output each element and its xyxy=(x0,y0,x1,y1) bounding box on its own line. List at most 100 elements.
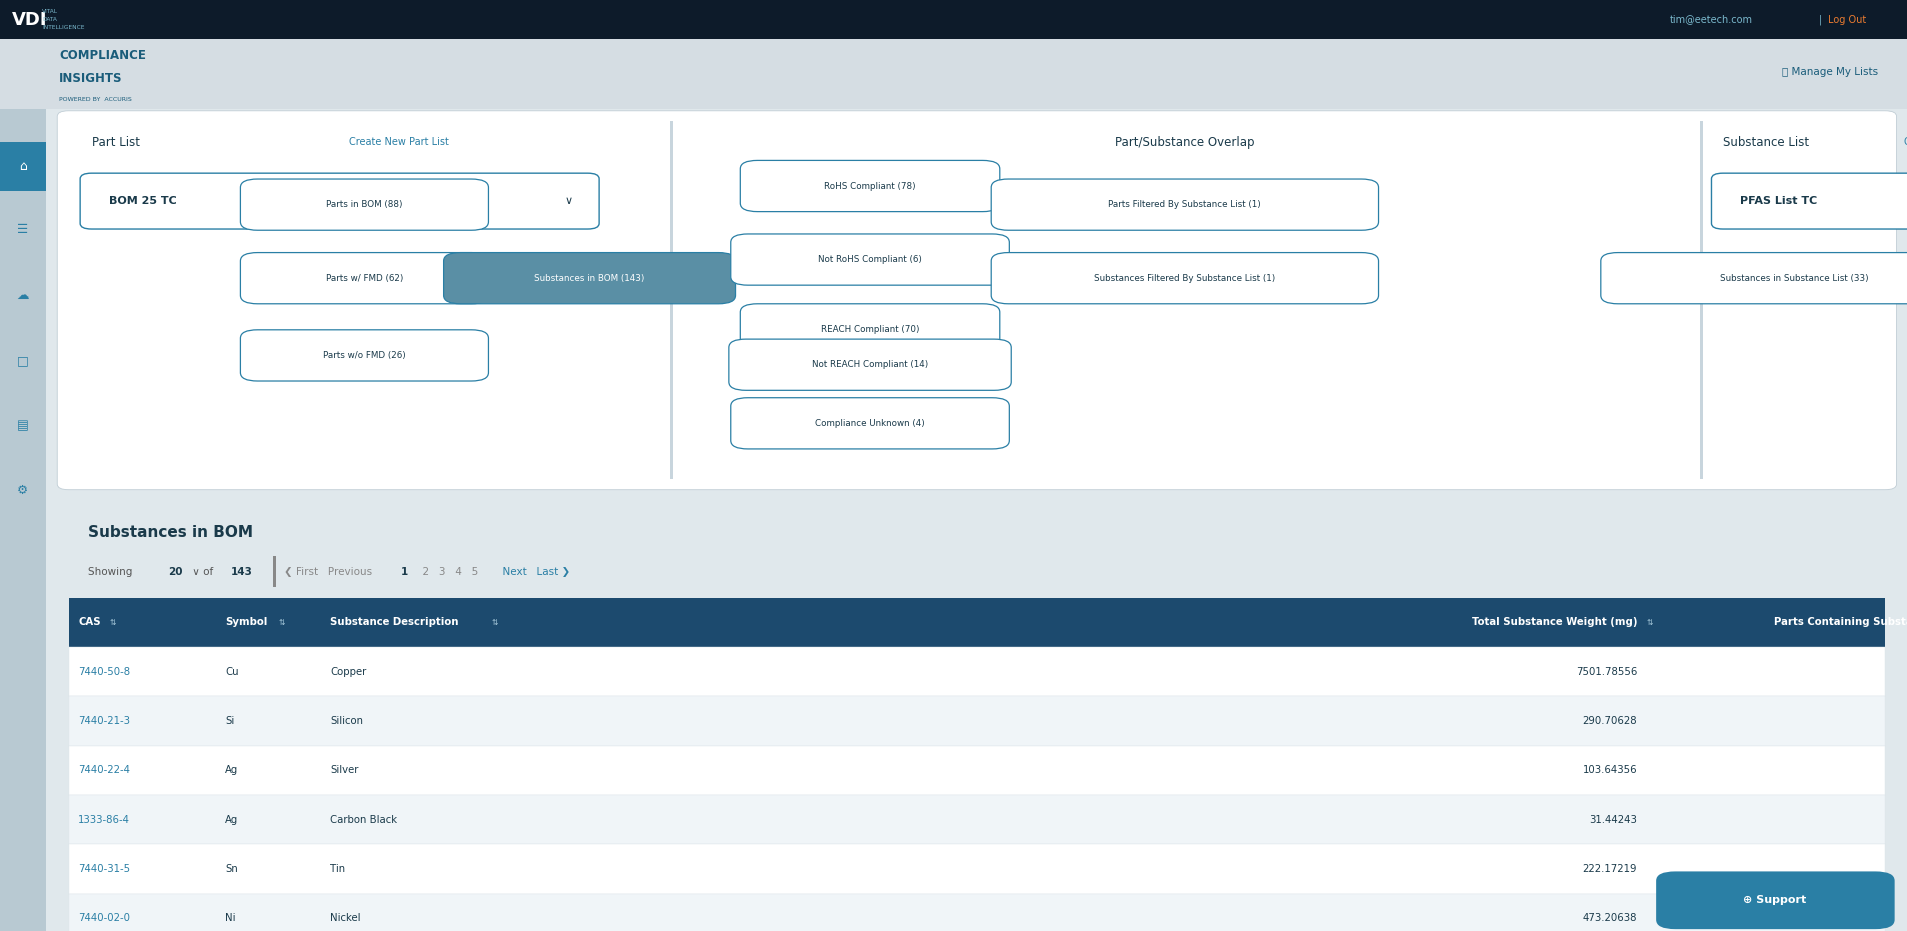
FancyBboxPatch shape xyxy=(740,160,999,211)
Text: COMPLIANCE: COMPLIANCE xyxy=(59,49,147,62)
Text: Copper: Copper xyxy=(330,667,366,677)
FancyBboxPatch shape xyxy=(1711,173,1907,229)
Text: ⌂: ⌂ xyxy=(19,160,27,173)
Text: Tin: Tin xyxy=(330,864,345,874)
Text: Si: Si xyxy=(225,716,235,726)
FancyBboxPatch shape xyxy=(992,252,1377,304)
FancyBboxPatch shape xyxy=(1655,871,1894,929)
Text: Ag: Ag xyxy=(225,765,238,776)
Text: Parts w/o FMD (26): Parts w/o FMD (26) xyxy=(322,351,406,360)
Text: Ag: Ag xyxy=(225,815,238,825)
Text: Cu: Cu xyxy=(225,667,238,677)
Text: ▤: ▤ xyxy=(17,419,29,432)
Text: Next   Last ❯: Next Last ❯ xyxy=(496,567,570,576)
Bar xyxy=(46,109,1907,931)
Text: Parts in BOM (88): Parts in BOM (88) xyxy=(326,200,402,209)
Bar xyxy=(69,647,1884,696)
Text: Silicon: Silicon xyxy=(330,716,362,726)
Text: Ni: Ni xyxy=(225,913,236,924)
Text: Sn: Sn xyxy=(225,864,238,874)
Text: 20: 20 xyxy=(168,567,183,576)
FancyBboxPatch shape xyxy=(240,330,488,381)
Text: RoHS Compliant (78): RoHS Compliant (78) xyxy=(824,182,915,191)
Bar xyxy=(669,121,671,479)
FancyBboxPatch shape xyxy=(1600,252,1907,304)
Text: 7501.78556: 7501.78556 xyxy=(1575,667,1636,677)
Text: 2   3   4   5: 2 3 4 5 xyxy=(416,567,479,576)
Text: ⇅: ⇅ xyxy=(1646,618,1651,627)
Text: 7440-22-4: 7440-22-4 xyxy=(78,765,130,776)
Text: ☰: ☰ xyxy=(17,223,29,236)
Text: 📎 Manage My Lists: 📎 Manage My Lists xyxy=(1781,67,1876,76)
Text: Parts Containing Substance: Parts Containing Substance xyxy=(1774,617,1907,627)
Text: 103.64356: 103.64356 xyxy=(1581,765,1636,776)
Text: 222.17219: 222.17219 xyxy=(1581,864,1636,874)
Text: 7440-21-3: 7440-21-3 xyxy=(78,716,130,726)
Text: Substances in BOM (143): Substances in BOM (143) xyxy=(534,274,645,283)
Bar xyxy=(0,0,1907,39)
Text: ⇅: ⇅ xyxy=(109,618,116,627)
Bar xyxy=(0,39,1907,109)
Text: ❮ First   Previous: ❮ First Previous xyxy=(284,567,372,576)
Text: PFAS List TC: PFAS List TC xyxy=(1739,196,1815,206)
Text: Create New Substance List: Create New Substance List xyxy=(1903,138,1907,147)
Bar xyxy=(69,844,1884,894)
Text: Compliance Unknown (4): Compliance Unknown (4) xyxy=(814,419,925,428)
Text: |: | xyxy=(1817,14,1821,25)
Text: ⇅: ⇅ xyxy=(492,618,498,627)
Text: Substances Filtered By Substance List (1): Substances Filtered By Substance List (1… xyxy=(1095,274,1274,283)
Text: ∨: ∨ xyxy=(564,196,572,206)
Text: Not REACH Compliant (14): Not REACH Compliant (14) xyxy=(812,360,927,370)
Text: Not RoHS Compliant (6): Not RoHS Compliant (6) xyxy=(818,255,921,264)
Bar xyxy=(0,109,46,931)
FancyBboxPatch shape xyxy=(730,398,1009,449)
Text: ∨ of: ∨ of xyxy=(189,567,215,576)
Text: CAS: CAS xyxy=(78,617,101,627)
Bar xyxy=(69,696,1884,746)
Text: ⊕ Support: ⊕ Support xyxy=(1741,896,1806,905)
FancyBboxPatch shape xyxy=(442,252,736,304)
Text: Total Substance Weight (mg): Total Substance Weight (mg) xyxy=(1470,617,1636,627)
FancyBboxPatch shape xyxy=(57,111,1896,490)
Text: Create New Part List: Create New Part List xyxy=(349,138,448,147)
FancyBboxPatch shape xyxy=(240,252,488,304)
Bar xyxy=(273,556,277,587)
Text: Silver: Silver xyxy=(330,765,359,776)
Text: 7440-50-8: 7440-50-8 xyxy=(78,667,130,677)
Text: 7440-31-5: 7440-31-5 xyxy=(78,864,130,874)
FancyBboxPatch shape xyxy=(80,173,599,229)
FancyBboxPatch shape xyxy=(730,234,1009,285)
Text: 473.20638: 473.20638 xyxy=(1581,913,1636,924)
Text: 1333-86-4: 1333-86-4 xyxy=(78,815,130,825)
Text: Part/Substance Overlap: Part/Substance Overlap xyxy=(1114,136,1255,149)
Text: Log Out: Log Out xyxy=(1827,15,1865,24)
Bar xyxy=(1699,121,1701,479)
Text: 7440-02-0: 7440-02-0 xyxy=(78,913,130,924)
Text: Part List: Part List xyxy=(92,136,139,149)
FancyBboxPatch shape xyxy=(740,304,999,355)
Text: Parts w/ FMD (62): Parts w/ FMD (62) xyxy=(326,274,402,283)
Text: Substance List: Substance List xyxy=(1722,136,1808,149)
Text: Substances in BOM: Substances in BOM xyxy=(88,525,252,540)
Text: ☁: ☁ xyxy=(17,289,29,302)
Text: REACH Compliant (70): REACH Compliant (70) xyxy=(820,325,919,334)
Bar xyxy=(69,598,1884,647)
FancyBboxPatch shape xyxy=(992,179,1377,230)
Text: ⇅: ⇅ xyxy=(278,618,284,627)
Text: Substances in Substance List (33): Substances in Substance List (33) xyxy=(1720,274,1867,283)
Bar xyxy=(0,142,46,191)
Text: 1: 1 xyxy=(400,567,408,576)
Text: POWERED BY  ACCURIS: POWERED BY ACCURIS xyxy=(59,97,132,102)
FancyBboxPatch shape xyxy=(240,179,488,230)
FancyBboxPatch shape xyxy=(728,339,1011,390)
Text: INTELLIGENCE: INTELLIGENCE xyxy=(42,25,84,31)
Text: ⚙: ⚙ xyxy=(17,484,29,497)
Text: DATA: DATA xyxy=(42,17,57,22)
Text: 31.44243: 31.44243 xyxy=(1589,815,1636,825)
Text: VITAL: VITAL xyxy=(42,8,57,14)
Text: BOM 25 TC: BOM 25 TC xyxy=(109,196,177,206)
Text: Symbol: Symbol xyxy=(225,617,267,627)
Bar xyxy=(69,746,1884,795)
Bar xyxy=(69,894,1884,931)
Text: Showing: Showing xyxy=(88,567,135,576)
